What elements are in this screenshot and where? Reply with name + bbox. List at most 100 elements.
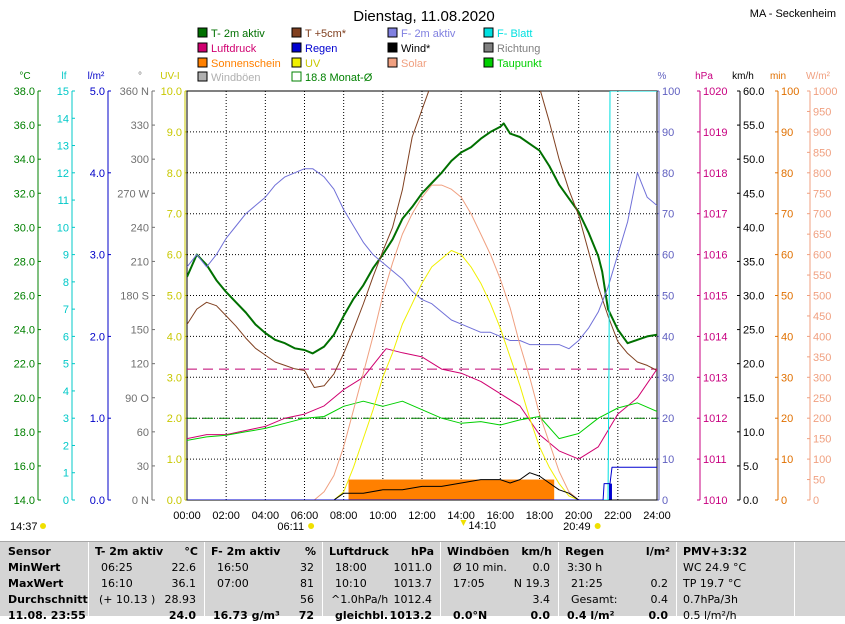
legend-label-regen: Regen xyxy=(305,43,337,55)
axis-label-temp: °C xyxy=(19,71,30,82)
pmv-rain-rate: 0.5 l/m²/h xyxy=(683,609,737,622)
series-line-t-5cm xyxy=(187,91,657,388)
legend-label-windb-en: Windböen xyxy=(211,72,261,84)
tick-label-pres-10: 1020 xyxy=(703,86,727,98)
pmv-windchill: WC 24.9 °C xyxy=(683,561,747,574)
pmv-header: PMV+3:32 xyxy=(683,545,748,558)
tick-label-sunmin-2: 20 xyxy=(781,413,793,425)
gust-max-time: 17:05 xyxy=(453,577,485,590)
rain-unit: l/m² xyxy=(645,545,670,558)
tick-label-solar-9: 450 xyxy=(813,311,831,323)
tick-label-solar-13: 650 xyxy=(813,229,831,241)
station-name: MA - Seckenheim xyxy=(750,8,836,20)
pres-avg-value: 1012.4 xyxy=(393,593,433,606)
tick-label-wind-3: 15.0 xyxy=(743,393,764,405)
x-tick-label-10: 20:00 xyxy=(565,510,593,522)
tick-label-flux-12: 12 xyxy=(57,168,69,180)
tick-label-solar-10: 500 xyxy=(813,291,831,303)
tick-label-temp-1: 16.0 xyxy=(14,461,35,473)
tick-label-pres-8: 1018 xyxy=(703,168,727,180)
tick-label-solar-4: 200 xyxy=(813,413,831,425)
tick-label-uv-3: 3.0 xyxy=(167,372,182,384)
tick-label-wind-2: 10.0 xyxy=(743,427,764,439)
tick-label-solar-2: 100 xyxy=(813,454,831,466)
legend-label-t-5cm: T +5cm* xyxy=(305,28,347,40)
pres-header: Luftdruck xyxy=(329,545,389,558)
tick-label-flux-9: 9 xyxy=(63,250,69,262)
tick-label-wind-5: 25.0 xyxy=(743,325,764,337)
t2m-column: T- 2m aktiv °C 06:25 22.6 16:10 36.1 (+ 10.… xyxy=(89,542,205,622)
tick-label-solar-16: 800 xyxy=(813,168,831,180)
tick-label-solar-20: 1000 xyxy=(813,86,837,98)
t2m-current-value: 24.0 xyxy=(168,609,196,622)
t2m-min-time: 06:25 xyxy=(101,561,133,574)
tick-label-temp-9: 32.0 xyxy=(14,188,35,200)
tick-label-solar-1: 50 xyxy=(813,475,825,487)
tick-label-sunmin-3: 30 xyxy=(781,372,793,384)
tick-label-hum-9: 90 xyxy=(662,127,674,139)
series-line-solar xyxy=(187,184,657,500)
tick-label-temp-8: 30.0 xyxy=(14,222,35,234)
tick-label-temp-4: 22.0 xyxy=(14,359,35,371)
legend-swatch-t-2m-aktiv xyxy=(197,27,208,38)
sunshine-bar xyxy=(348,479,555,500)
f2m-current-note: 16.73 g/m³ xyxy=(213,609,280,622)
row-label-max: MaxWert xyxy=(8,577,64,590)
tick-label-flux-5: 5 xyxy=(63,359,69,371)
gust-avg-label: Ø 10 min. xyxy=(453,561,507,574)
tick-label-wind-12: 60.0 xyxy=(743,86,764,98)
tick-label-solar-11: 550 xyxy=(813,270,831,282)
x-tick-label-7: 14:00 xyxy=(447,510,475,522)
axis-label-pres: hPa xyxy=(695,71,713,82)
tick-label-uv-0: 0.0 xyxy=(167,495,182,507)
f2m-column: F- 2m aktiv% 16:50 32 07:00 81 56 16.73 g/… xyxy=(205,542,323,622)
tick-label-dir-2: 60 xyxy=(137,427,149,439)
x-tick-label-12: 24:00 xyxy=(643,510,671,522)
tick-label-hum-5: 50 xyxy=(662,291,674,303)
x-tick-label-5: 10:00 xyxy=(369,510,397,522)
legend-swatch-sonnenschein xyxy=(197,57,208,68)
sensor-column: Sensor MinWert MaxWert Durchschnitt 11.0… xyxy=(0,542,89,622)
f2m-current-value: 72 xyxy=(298,609,314,622)
axis-label-flux: lf xyxy=(62,71,67,82)
x-tick-label-2: 04:00 xyxy=(252,510,280,522)
tick-label-wind-11: 55.0 xyxy=(743,120,764,132)
tick-label-rain-2: 2.0 xyxy=(90,331,105,343)
tick-label-flux-13: 13 xyxy=(57,141,69,153)
tick-label-pres-9: 1019 xyxy=(703,127,727,139)
tick-label-solar-18: 900 xyxy=(813,127,831,139)
series-lines xyxy=(187,91,657,500)
pmv-pressure-trend: 0.7hPa/3h xyxy=(683,593,739,606)
legend-swatch-uv xyxy=(291,57,302,68)
tick-label-flux-0: 0 xyxy=(63,495,69,507)
row-label-avg: Durchschnitt xyxy=(8,593,88,606)
tick-label-uv-4: 4.0 xyxy=(167,331,182,343)
axis-label-solar: W/m² xyxy=(806,71,831,82)
tick-label-sunmin-4: 40 xyxy=(781,331,793,343)
gust-max-value: N 19.3 xyxy=(513,577,550,590)
x-tick-label-11: 22:00 xyxy=(604,510,632,522)
tick-label-solar-7: 350 xyxy=(813,352,831,364)
axis-label-sunmin: min xyxy=(770,71,786,82)
pres-max-value: 1013.7 xyxy=(393,577,433,590)
tick-label-temp-0: 14.0 xyxy=(14,495,35,507)
rain-total-label: Gesamt: xyxy=(571,593,618,606)
legend-swatch-18-8-monat xyxy=(291,71,302,82)
tick-label-wind-10: 50.0 xyxy=(743,154,764,166)
rain-bar xyxy=(609,483,612,500)
tick-label-hum-2: 20 xyxy=(662,413,674,425)
tick-label-wind-6: 30.0 xyxy=(743,291,764,303)
tick-label-sunmin-1: 10 xyxy=(781,454,793,466)
tick-label-flux-11: 11 xyxy=(58,195,69,207)
legend-swatch-richtung xyxy=(483,42,494,53)
series-line-uv xyxy=(187,250,657,500)
series-line-regen xyxy=(187,466,657,500)
f2m-min-time: 16:50 xyxy=(217,561,249,574)
t2m-avg-note: (+ 10.13 ) xyxy=(99,593,156,606)
tick-label-dir-1: 30 xyxy=(137,461,149,473)
tick-label-temp-10: 34.0 xyxy=(14,154,35,166)
tick-label-hum-1: 10 xyxy=(662,454,674,466)
tick-label-solar-15: 750 xyxy=(813,188,831,200)
pres-min-value: 1011.0 xyxy=(393,561,433,574)
summary-table: Sensor MinWert MaxWert Durchschnitt 11.0… xyxy=(0,541,845,622)
